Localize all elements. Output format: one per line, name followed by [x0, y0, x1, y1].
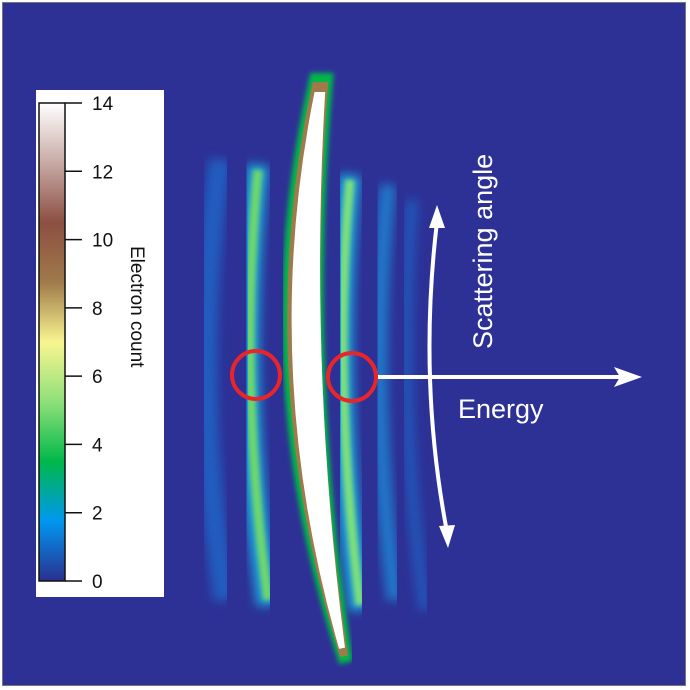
- colorbar-tick-label: 2: [92, 504, 103, 525]
- highlight-circle-right: [326, 351, 378, 403]
- colorbar: [38, 102, 66, 582]
- scattering-angle-label: Scattering angle: [468, 154, 498, 349]
- side-band-right: [331, 173, 371, 612]
- colorbar-label: Electron count: [126, 246, 147, 368]
- colorbar-tick-label: 12: [92, 162, 113, 183]
- colorbar-tick-label: 10: [92, 231, 113, 252]
- energy-arrow: [378, 367, 642, 387]
- colorbar-tick-label: 6: [92, 367, 103, 388]
- side-band-left: [237, 163, 279, 607]
- colorbar-tick-label: 0: [92, 572, 103, 593]
- colorbar-tick-label: 8: [92, 299, 103, 320]
- energy-label: Energy: [458, 394, 544, 424]
- central-band: [282, 73, 353, 665]
- colorbar-ticks: 0 2 4 6 8 10 12 14: [65, 94, 114, 593]
- colorbar-tick-label: 14: [92, 94, 114, 115]
- side-band-far-right: [371, 184, 431, 611]
- side-band-far-left: [195, 158, 236, 602]
- highlight-circle-left: [230, 349, 282, 401]
- colorbar-tick-label: 4: [92, 435, 103, 456]
